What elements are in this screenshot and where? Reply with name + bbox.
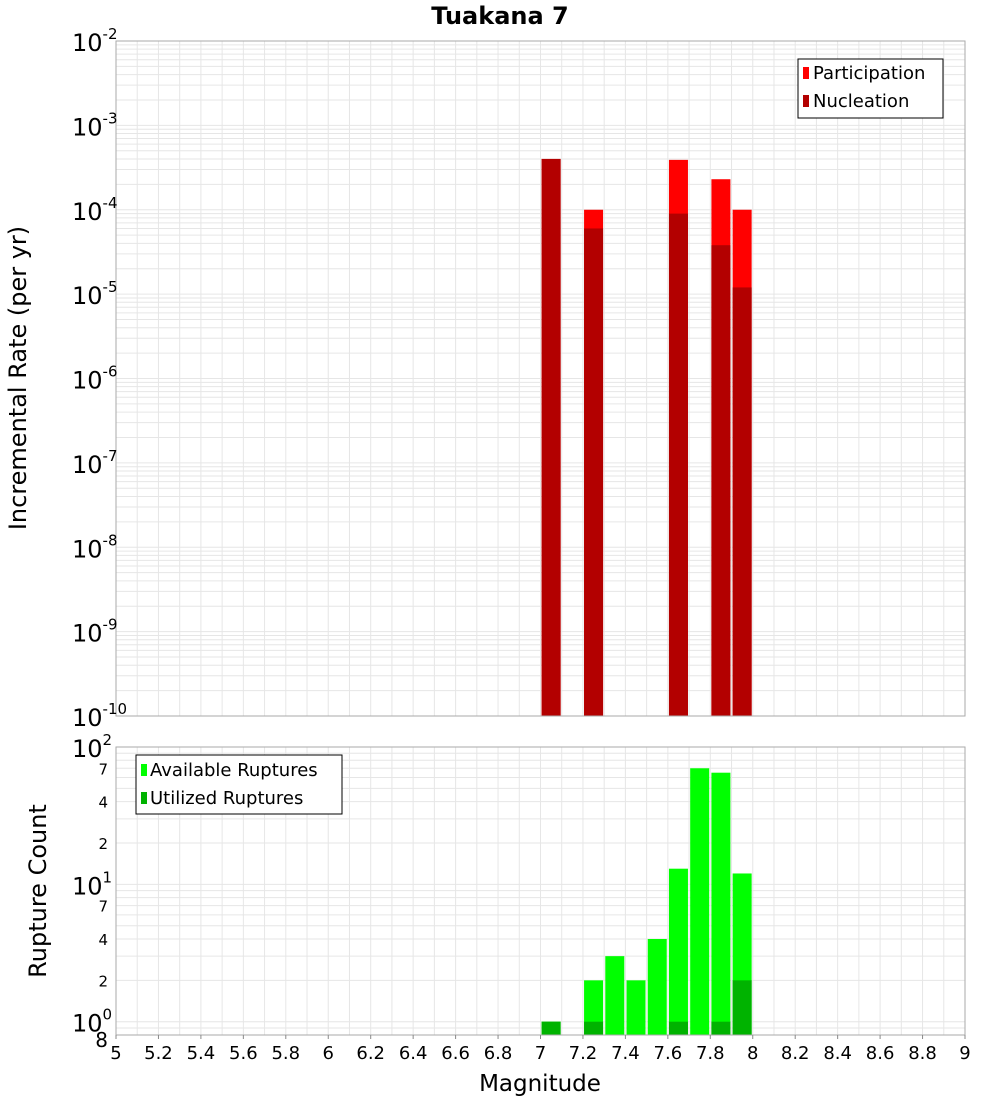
x-tick-label: 7.6 <box>654 1043 683 1064</box>
nucleation-bar <box>711 245 731 717</box>
legend-label-participation: Participation <box>813 63 925 84</box>
y-tick-label: 10-2 <box>72 25 118 57</box>
nucleation-bar <box>584 228 604 716</box>
bottom-plot-bars <box>541 768 752 1035</box>
y-tick-label: 10-5 <box>72 278 118 310</box>
available-ruptures-bar <box>626 980 646 1035</box>
x-tick-label: 7.4 <box>611 1043 640 1064</box>
nucleation-bar <box>668 213 688 717</box>
utilized-ruptures-bar <box>711 1021 731 1035</box>
legend-swatch-available <box>141 764 147 776</box>
x-axis-label: Magnitude <box>479 1071 601 1097</box>
y-tick-label: 10-10 <box>72 700 127 732</box>
bottom-legend: Available Ruptures Utilized Ruptures <box>135 754 343 815</box>
x-tick-label: 8.8 <box>908 1043 937 1064</box>
y-tick-label: 10-8 <box>72 531 118 563</box>
utilized-ruptures-bar <box>668 1021 688 1035</box>
available-ruptures-bar <box>605 956 625 1035</box>
top-plot-frame <box>115 40 966 717</box>
y-minor-tick-label: 4 <box>98 931 108 949</box>
bottom-y-axis-ticks: 102 101 100 7 4 2 7 4 2 8 <box>72 731 112 1052</box>
x-tick-label: 5.8 <box>271 1043 300 1064</box>
y-tick-label: 10-4 <box>72 194 118 226</box>
available-ruptures-bar <box>668 868 688 1035</box>
legend-label-utilized: Utilized Ruptures <box>150 788 303 809</box>
x-tick-label: 6 <box>323 1043 334 1064</box>
x-tick-label: 8 <box>747 1043 758 1064</box>
y-minor-tick-label: 8 <box>95 1028 108 1052</box>
y-tick-label: 100 <box>72 1006 112 1038</box>
x-tick-label: 9 <box>959 1043 970 1064</box>
nucleation-bar <box>732 287 752 716</box>
top-y-axis-ticks: 10-2 10-3 10-4 10-5 10-6 10-7 10-8 10-9 10-10 <box>72 25 127 732</box>
y-minor-tick-label: 2 <box>98 835 108 853</box>
y-tick-label: 10-9 <box>72 616 118 648</box>
y-minor-tick-label: 2 <box>98 972 108 990</box>
legend-swatch-participation <box>803 67 809 79</box>
y-tick-label: 102 <box>72 731 112 763</box>
x-tick-label: 6.2 <box>356 1043 385 1064</box>
x-tick-label: 5.6 <box>229 1043 258 1064</box>
x-tick-label: 6.8 <box>484 1043 513 1064</box>
y-tick-label: 101 <box>72 868 112 900</box>
top-legend: Participation Nucleation <box>797 58 944 119</box>
legend-swatch-utilized <box>141 792 147 804</box>
y-minor-tick-label: 7 <box>98 898 108 916</box>
available-ruptures-bar <box>647 939 667 1035</box>
y-tick-label: 10-6 <box>72 363 118 395</box>
legend-swatch-nucleation <box>803 95 809 107</box>
x-tick-label: 5.2 <box>144 1043 173 1064</box>
x-tick-label: 5 <box>110 1043 121 1064</box>
x-tick-label: 7.8 <box>696 1043 725 1064</box>
x-tick-label: 5.4 <box>187 1043 216 1064</box>
top-y-axis-label: Incremental Rate (per yr) <box>4 226 32 530</box>
x-tick-label: 6.4 <box>399 1043 428 1064</box>
x-tick-label: 7 <box>535 1043 546 1064</box>
top-plot-bars <box>541 158 752 717</box>
utilized-ruptures-bar <box>732 980 752 1035</box>
nucleation-bar <box>541 158 561 717</box>
y-tick-label: 10-3 <box>72 109 118 141</box>
legend-label-available: Available Ruptures <box>150 760 318 781</box>
bottom-y-axis-label: Rupture Count <box>24 804 52 978</box>
y-tick-label: 10-7 <box>72 447 118 479</box>
x-axis-ticks: 5 5.2 5.4 5.6 5.8 6 6.2 6.4 6.6 6.8 7 7.2 7.4 7.6 7.8 8… <box>110 1035 971 1064</box>
y-minor-tick-label: 7 <box>98 760 108 778</box>
available-ruptures-bar <box>711 772 731 1035</box>
x-tick-label: 8.6 <box>866 1043 895 1064</box>
available-ruptures-bar <box>690 768 710 1035</box>
y-minor-tick-label: 4 <box>98 794 108 812</box>
utilized-ruptures-bar <box>541 1021 561 1035</box>
top-plot-grid <box>115 41 966 717</box>
x-tick-label: 7.2 <box>569 1043 598 1064</box>
chart-title: Tuakana 7 <box>431 2 569 30</box>
utilized-ruptures-bar <box>584 1021 604 1035</box>
x-tick-label: 6.6 <box>441 1043 470 1064</box>
x-tick-label: 8.2 <box>781 1043 810 1064</box>
x-tick-label: 8.4 <box>823 1043 852 1064</box>
legend-label-nucleation: Nucleation <box>813 91 909 112</box>
available-ruptures-bar <box>584 980 604 1035</box>
